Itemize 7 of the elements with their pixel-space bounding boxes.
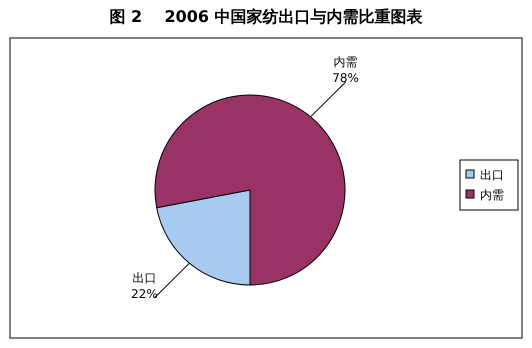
slice-label: 出口	[132, 270, 156, 285]
slice-label: 内需	[334, 55, 358, 70]
data-label: 78%	[332, 71, 359, 86]
legend-label: 出口	[480, 168, 504, 182]
data-label: 22%	[131, 286, 158, 301]
legend-label: 内需	[480, 188, 504, 202]
chart-title: 图 2 2006 中国家纺出口与内需比重图表	[109, 7, 424, 26]
